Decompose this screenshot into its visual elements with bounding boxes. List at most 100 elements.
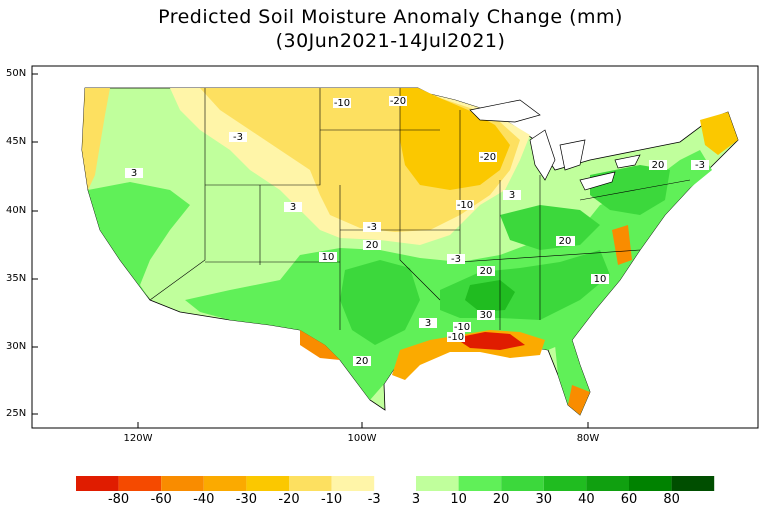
contour-label: -20 — [480, 152, 496, 163]
latitude-ticks — [32, 73, 38, 415]
contour-label: 20 — [559, 236, 572, 247]
colorbar-swatch — [203, 476, 247, 491]
contour-label-bg — [419, 318, 437, 328]
great-lakes — [469, 99, 641, 191]
contour-label: -3 — [233, 132, 243, 143]
colorbar-label: -30 — [235, 492, 257, 507]
contour-label-bg — [284, 202, 302, 212]
contour-label-bg — [125, 168, 143, 178]
contour-label: 20 — [480, 266, 493, 277]
colorbar-swatch — [76, 476, 119, 491]
colorbar-swatch — [331, 476, 375, 491]
colorbar-swatch — [671, 476, 715, 491]
colorbar-label: 40 — [578, 492, 595, 507]
contour-label: 20 — [356, 356, 369, 367]
contour-label-bg — [556, 236, 574, 246]
contour-label: 10 — [322, 252, 335, 263]
contour-label: -20 — [390, 96, 406, 107]
dry-florida-tip — [568, 385, 590, 415]
dry-texas-coast — [300, 330, 340, 360]
colorbar-label: -3 — [367, 492, 381, 507]
lat-label: 40N — [6, 205, 27, 216]
contour-label: 3 — [290, 202, 296, 213]
contour-label: -10 — [457, 200, 473, 211]
wet-vstrong-core — [465, 280, 515, 312]
dry-vstrong-gulf — [455, 332, 525, 350]
contour-label: 30 — [480, 310, 493, 321]
colorbar-label: 3 — [411, 492, 421, 507]
contour-label-bg — [456, 200, 474, 210]
colorbar-label: -10 — [320, 492, 343, 507]
contour-label: -10 — [454, 322, 470, 333]
contour-label-bg — [353, 356, 371, 366]
contour-label: 20 — [366, 240, 379, 251]
contour-label: -3 — [367, 222, 377, 233]
contour-label-bg — [363, 222, 381, 232]
dry-strong-minnesota — [400, 88, 510, 190]
colorbar-label: -60 — [150, 492, 172, 507]
contour-label-bg — [591, 274, 609, 284]
colorbar-label: -80 — [107, 492, 130, 507]
colorbar-label: 60 — [620, 492, 638, 507]
contour-label: -3 — [451, 254, 461, 265]
title-line-1: Predicted Soil Moisture Anomaly Change (… — [158, 6, 623, 28]
contour-label-bg — [333, 98, 351, 108]
contour-label-bg — [479, 152, 497, 162]
colorbar-swatch — [543, 476, 587, 491]
contour-label: 3 — [131, 168, 137, 179]
contour-label-bg — [691, 160, 709, 170]
title-line-2: (30Jun2021-14Jul2021) — [275, 30, 506, 52]
colorbar-swatch — [629, 476, 672, 491]
state-boundaries — [149, 88, 691, 330]
contour-label: 3 — [509, 190, 515, 201]
wet-region-southwest — [185, 150, 712, 400]
lon-label: 100W — [347, 433, 377, 444]
colorbar-label: 10 — [450, 492, 467, 507]
lat-label: 25N — [6, 408, 27, 419]
lon-label: 80W — [576, 433, 600, 444]
colorbar-swatch — [161, 476, 204, 491]
dry-new-england — [700, 112, 738, 155]
contour-label-bg — [447, 332, 465, 342]
colorbar-swatch — [586, 476, 629, 491]
colorbar-label: 80 — [663, 492, 680, 507]
lat-label: 50N — [6, 68, 27, 79]
colorbar-swatch — [416, 476, 459, 491]
contour-label: -3 — [695, 160, 705, 171]
longitude-ticks — [137, 422, 589, 428]
wet-strong-texas — [340, 260, 420, 345]
contour-label-bg — [503, 190, 521, 200]
colorbar-label: 30 — [535, 492, 553, 507]
colorbar-swatch — [458, 476, 502, 491]
lon-label: 120W — [123, 433, 153, 444]
colorbar — [76, 476, 715, 491]
colorbar-swatch — [118, 476, 162, 491]
contour-label: 20 — [652, 160, 665, 171]
contour-label-bg — [453, 322, 471, 332]
wet-region-west — [88, 182, 190, 300]
contour-label: 3 — [425, 318, 431, 329]
contour-labels: -3 -10 -20 -20 -10 -3 3 3 3 10 20 20 10 20 -3 3 -10 30 20 -… — [125, 96, 709, 367]
colorbar-label: -20 — [278, 492, 300, 507]
lat-label: 35N — [6, 273, 27, 284]
contour-label-bg — [363, 240, 381, 250]
contour-label-bg — [319, 252, 337, 262]
contour-label-bg — [477, 266, 495, 276]
contour-label: -10 — [334, 98, 350, 109]
lat-label: 45N — [6, 136, 27, 147]
dry-chesapeake — [612, 225, 632, 265]
lat-label: 30N — [6, 341, 27, 352]
contour-label-bg — [477, 310, 495, 320]
contour-label-bg — [389, 96, 407, 106]
contour-label: -10 — [448, 332, 464, 343]
colorbar-label: 20 — [492, 492, 510, 507]
colorbar-swatch — [501, 476, 544, 491]
contour-label-bg — [649, 160, 667, 170]
contour-label-bg — [229, 132, 247, 142]
contour-label: 10 — [594, 274, 607, 285]
contour-label-bg — [447, 254, 465, 264]
map-frame — [31, 65, 759, 429]
colorbar-swatch — [246, 476, 289, 491]
colorbar-label: -40 — [193, 492, 215, 507]
